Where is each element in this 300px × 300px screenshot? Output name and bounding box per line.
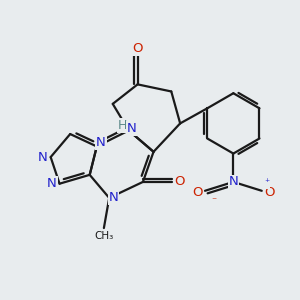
- Text: N: N: [38, 151, 48, 164]
- Text: ⁺: ⁺: [264, 178, 270, 188]
- Text: N: N: [109, 191, 118, 204]
- Text: H: H: [118, 119, 127, 132]
- Text: N: N: [47, 177, 57, 190]
- Text: O: O: [175, 176, 185, 188]
- Text: O: O: [132, 42, 143, 55]
- Text: N: N: [96, 136, 106, 149]
- Text: N: N: [229, 176, 238, 188]
- Text: O: O: [192, 186, 202, 199]
- Text: ⁻: ⁻: [211, 196, 216, 206]
- Text: O: O: [264, 186, 275, 199]
- Text: CH₃: CH₃: [94, 231, 113, 241]
- Text: N: N: [127, 122, 136, 135]
